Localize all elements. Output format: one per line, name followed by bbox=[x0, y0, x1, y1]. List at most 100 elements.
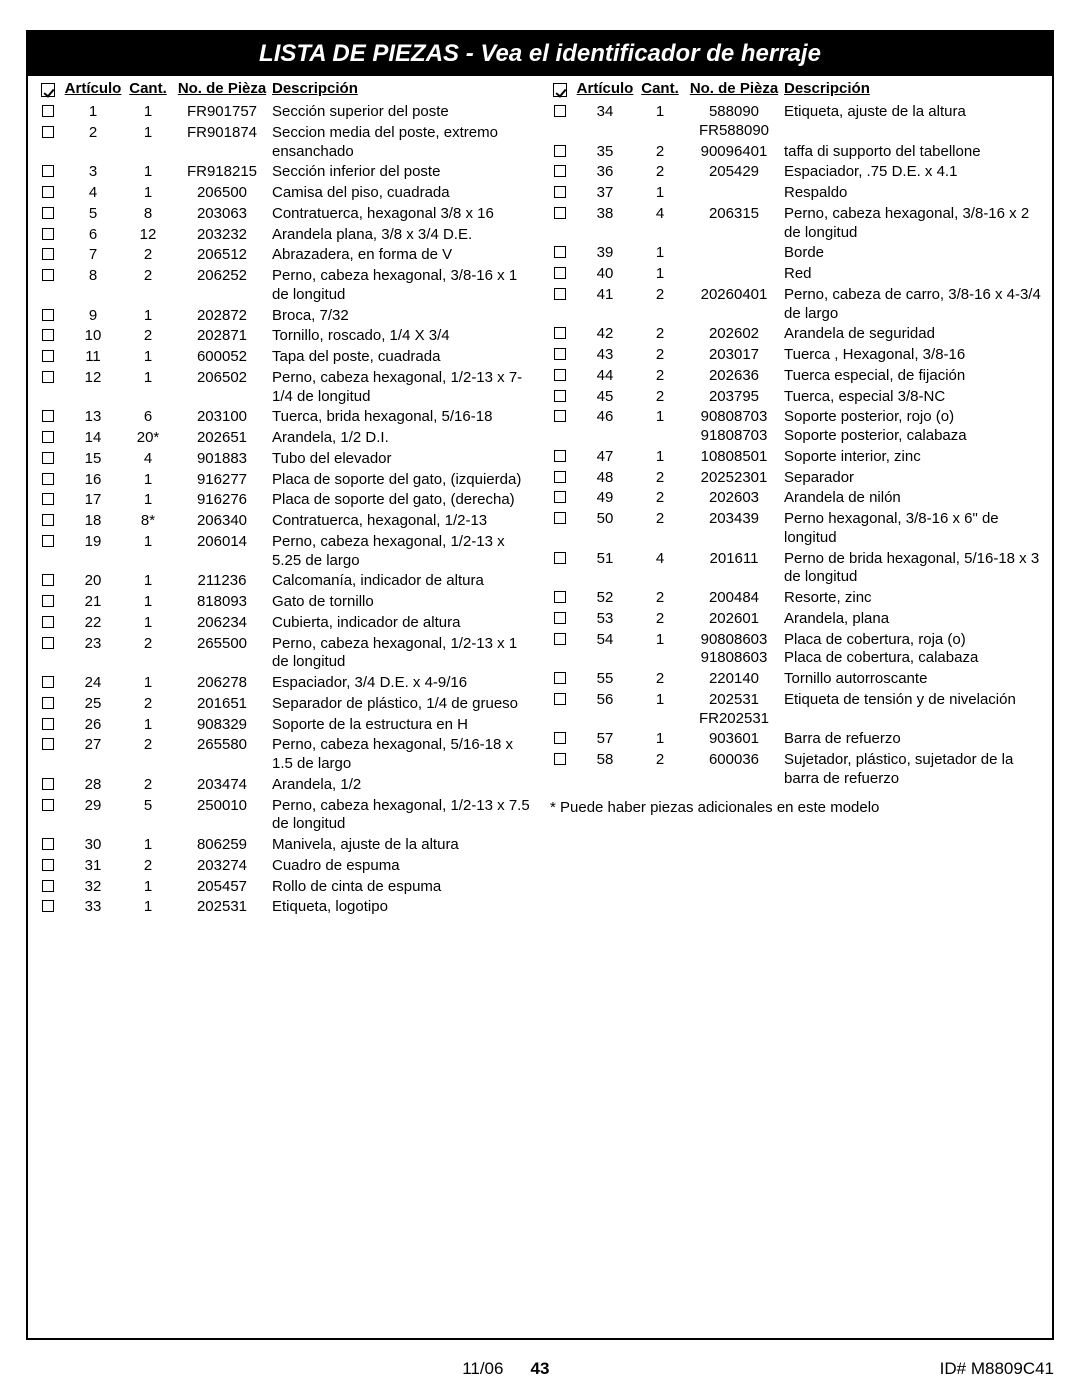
cell-cant: 2 bbox=[636, 510, 684, 529]
cell-descripcion: Red bbox=[784, 265, 1046, 284]
cell-partno: 202871 bbox=[172, 327, 272, 346]
cell-articulo: 11 bbox=[62, 348, 124, 367]
cell-descripcion: Placa de cobertura, roja (o)Placa de cob… bbox=[784, 631, 1046, 669]
checkbox-icon bbox=[546, 346, 574, 360]
cell-partno: 202601 bbox=[684, 610, 784, 629]
cell-descripcion: Camisa del piso, cuadrada bbox=[272, 184, 534, 203]
page: LISTA DE PIEZAS - Vea el identificador d… bbox=[0, 0, 1080, 1397]
cell-cant: 2 bbox=[636, 163, 684, 182]
checkbox-icon bbox=[546, 163, 574, 177]
cell-cant: 2 bbox=[636, 610, 684, 629]
cell-articulo: 43 bbox=[574, 346, 636, 365]
cell-partno: 90096401 bbox=[684, 143, 784, 162]
cell-descripcion: Resorte, zinc bbox=[784, 589, 1046, 608]
checkbox-icon bbox=[34, 408, 62, 422]
cell-partno: 203274 bbox=[172, 857, 272, 876]
parts-row: 252201651Separador de plástico, 1/4 de g… bbox=[34, 695, 534, 714]
cell-descripcion: Tapa del poste, cuadrada bbox=[272, 348, 534, 367]
cell-descripcion: Broca, 7/32 bbox=[272, 307, 534, 326]
cell-cant: 6 bbox=[124, 408, 172, 427]
parts-row: 58203063Contratuerca, hexagonal 3/8 x 16 bbox=[34, 205, 534, 224]
cell-partno: 901883 bbox=[172, 450, 272, 469]
checkbox-icon bbox=[34, 471, 62, 485]
cell-cant: 2 bbox=[124, 267, 172, 286]
cell-partno: FR918215 bbox=[172, 163, 272, 182]
parts-row: 111600052Tapa del poste, cuadrada bbox=[34, 348, 534, 367]
cell-cant: 1 bbox=[124, 369, 172, 388]
left-column: Artículo Cant. No. de Pièza Descripción … bbox=[34, 80, 540, 919]
cell-descripcion: Tuerca, brida hexagonal, 5/16-18 bbox=[272, 408, 534, 427]
cell-descripcion: Espaciador, 3/4 D.E. x 4-9/16 bbox=[272, 674, 534, 693]
parts-content: Artículo Cant. No. de Pièza Descripción … bbox=[28, 76, 1052, 923]
cell-cant: 20* bbox=[124, 429, 172, 448]
checkbox-icon bbox=[34, 857, 62, 871]
checkbox-icon bbox=[546, 589, 574, 603]
cell-descripcion: Etiqueta, logotipo bbox=[272, 898, 534, 917]
cell-cant: 2 bbox=[636, 751, 684, 770]
cell-cant: 2 bbox=[636, 286, 684, 305]
cell-cant: 8* bbox=[124, 512, 172, 531]
cell-cant: 2 bbox=[636, 143, 684, 162]
cell-descripcion: Separador bbox=[784, 469, 1046, 488]
checkbox-icon bbox=[546, 448, 574, 462]
cell-partno: 908329 bbox=[172, 716, 272, 735]
cell-descripcion: Arandela, plana bbox=[784, 610, 1046, 629]
cell-cant: 1 bbox=[636, 730, 684, 749]
header-articulo: Artículo bbox=[574, 80, 636, 97]
checkbox-icon bbox=[34, 776, 62, 790]
cell-articulo: 18 bbox=[62, 512, 124, 531]
cell-partno: 265580 bbox=[172, 736, 272, 755]
right-column: Artículo Cant. No. de Pièza Descripción … bbox=[540, 80, 1046, 919]
checkbox-icon bbox=[34, 878, 62, 892]
cell-articulo: 9 bbox=[62, 307, 124, 326]
cell-partno: 220140 bbox=[684, 670, 784, 689]
header-descripcion: Descripción bbox=[784, 80, 1046, 97]
checkbox-icon bbox=[546, 205, 574, 219]
cell-cant: 2 bbox=[636, 388, 684, 407]
cell-descripcion: Soporte posterior, rojo (o)Soporte poste… bbox=[784, 408, 1046, 446]
cell-descripcion: Barra de refuerzo bbox=[784, 730, 1046, 749]
cell-descripcion: Perno, cabeza hexagonal, 1/2-13 x 1 de l… bbox=[272, 635, 534, 673]
parts-row: 492202603Arandela de nilón bbox=[546, 489, 1046, 508]
cell-cant: 2 bbox=[124, 736, 172, 755]
cell-descripcion: Placa de soporte del gato, (izquierda) bbox=[272, 471, 534, 490]
checkbox-icon bbox=[546, 244, 574, 258]
checkbox-icon bbox=[34, 593, 62, 607]
cell-descripcion: Perno, cabeza de carro, 3/8-16 x 4-3/4 d… bbox=[784, 286, 1046, 324]
cell-articulo: 5 bbox=[62, 205, 124, 224]
cell-descripcion: Arandela, 1/2 D.I. bbox=[272, 429, 534, 448]
cell-cant: 4 bbox=[636, 205, 684, 224]
cell-cant: 1 bbox=[124, 348, 172, 367]
checkbox-icon bbox=[34, 716, 62, 730]
cell-descripcion: Arandela de seguridad bbox=[784, 325, 1046, 344]
cell-cant: 1 bbox=[124, 898, 172, 917]
cell-cant: 2 bbox=[636, 325, 684, 344]
checkbox-icon bbox=[34, 163, 62, 177]
cell-cant: 1 bbox=[124, 163, 172, 182]
parts-row: 1420*202651Arandela, 1/2 D.I. bbox=[34, 429, 534, 448]
parts-row: 272265580Perno, cabeza hexagonal, 5/16-1… bbox=[34, 736, 534, 774]
cell-cant: 2 bbox=[636, 469, 684, 488]
checkbox-icon bbox=[546, 691, 574, 705]
cell-partno: 203017 bbox=[684, 346, 784, 365]
cell-articulo: 8 bbox=[62, 267, 124, 286]
cell-partno: 600036 bbox=[684, 751, 784, 770]
checkbox-icon bbox=[546, 510, 574, 524]
cell-articulo: 45 bbox=[574, 388, 636, 407]
cell-partno: 202602 bbox=[684, 325, 784, 344]
cell-partno: 205457 bbox=[172, 878, 272, 897]
checkbox-icon bbox=[546, 184, 574, 198]
checkbox-icon bbox=[546, 408, 574, 422]
checkbox-icon bbox=[546, 610, 574, 624]
cell-partno: 588090FR588090 bbox=[684, 103, 784, 141]
checkbox-icon bbox=[34, 572, 62, 586]
cell-cant: 1 bbox=[124, 307, 172, 326]
cell-cant: 1 bbox=[124, 124, 172, 143]
cell-cant: 1 bbox=[636, 691, 684, 710]
cell-partno: 916276 bbox=[172, 491, 272, 510]
parts-row: 282203474Arandela, 1/2 bbox=[34, 776, 534, 795]
cell-partno: 201651 bbox=[172, 695, 272, 714]
checkbox-icon bbox=[546, 469, 574, 483]
parts-row: 321205457Rollo de cinta de espuma bbox=[34, 878, 534, 897]
cell-cant: 2 bbox=[124, 635, 172, 654]
